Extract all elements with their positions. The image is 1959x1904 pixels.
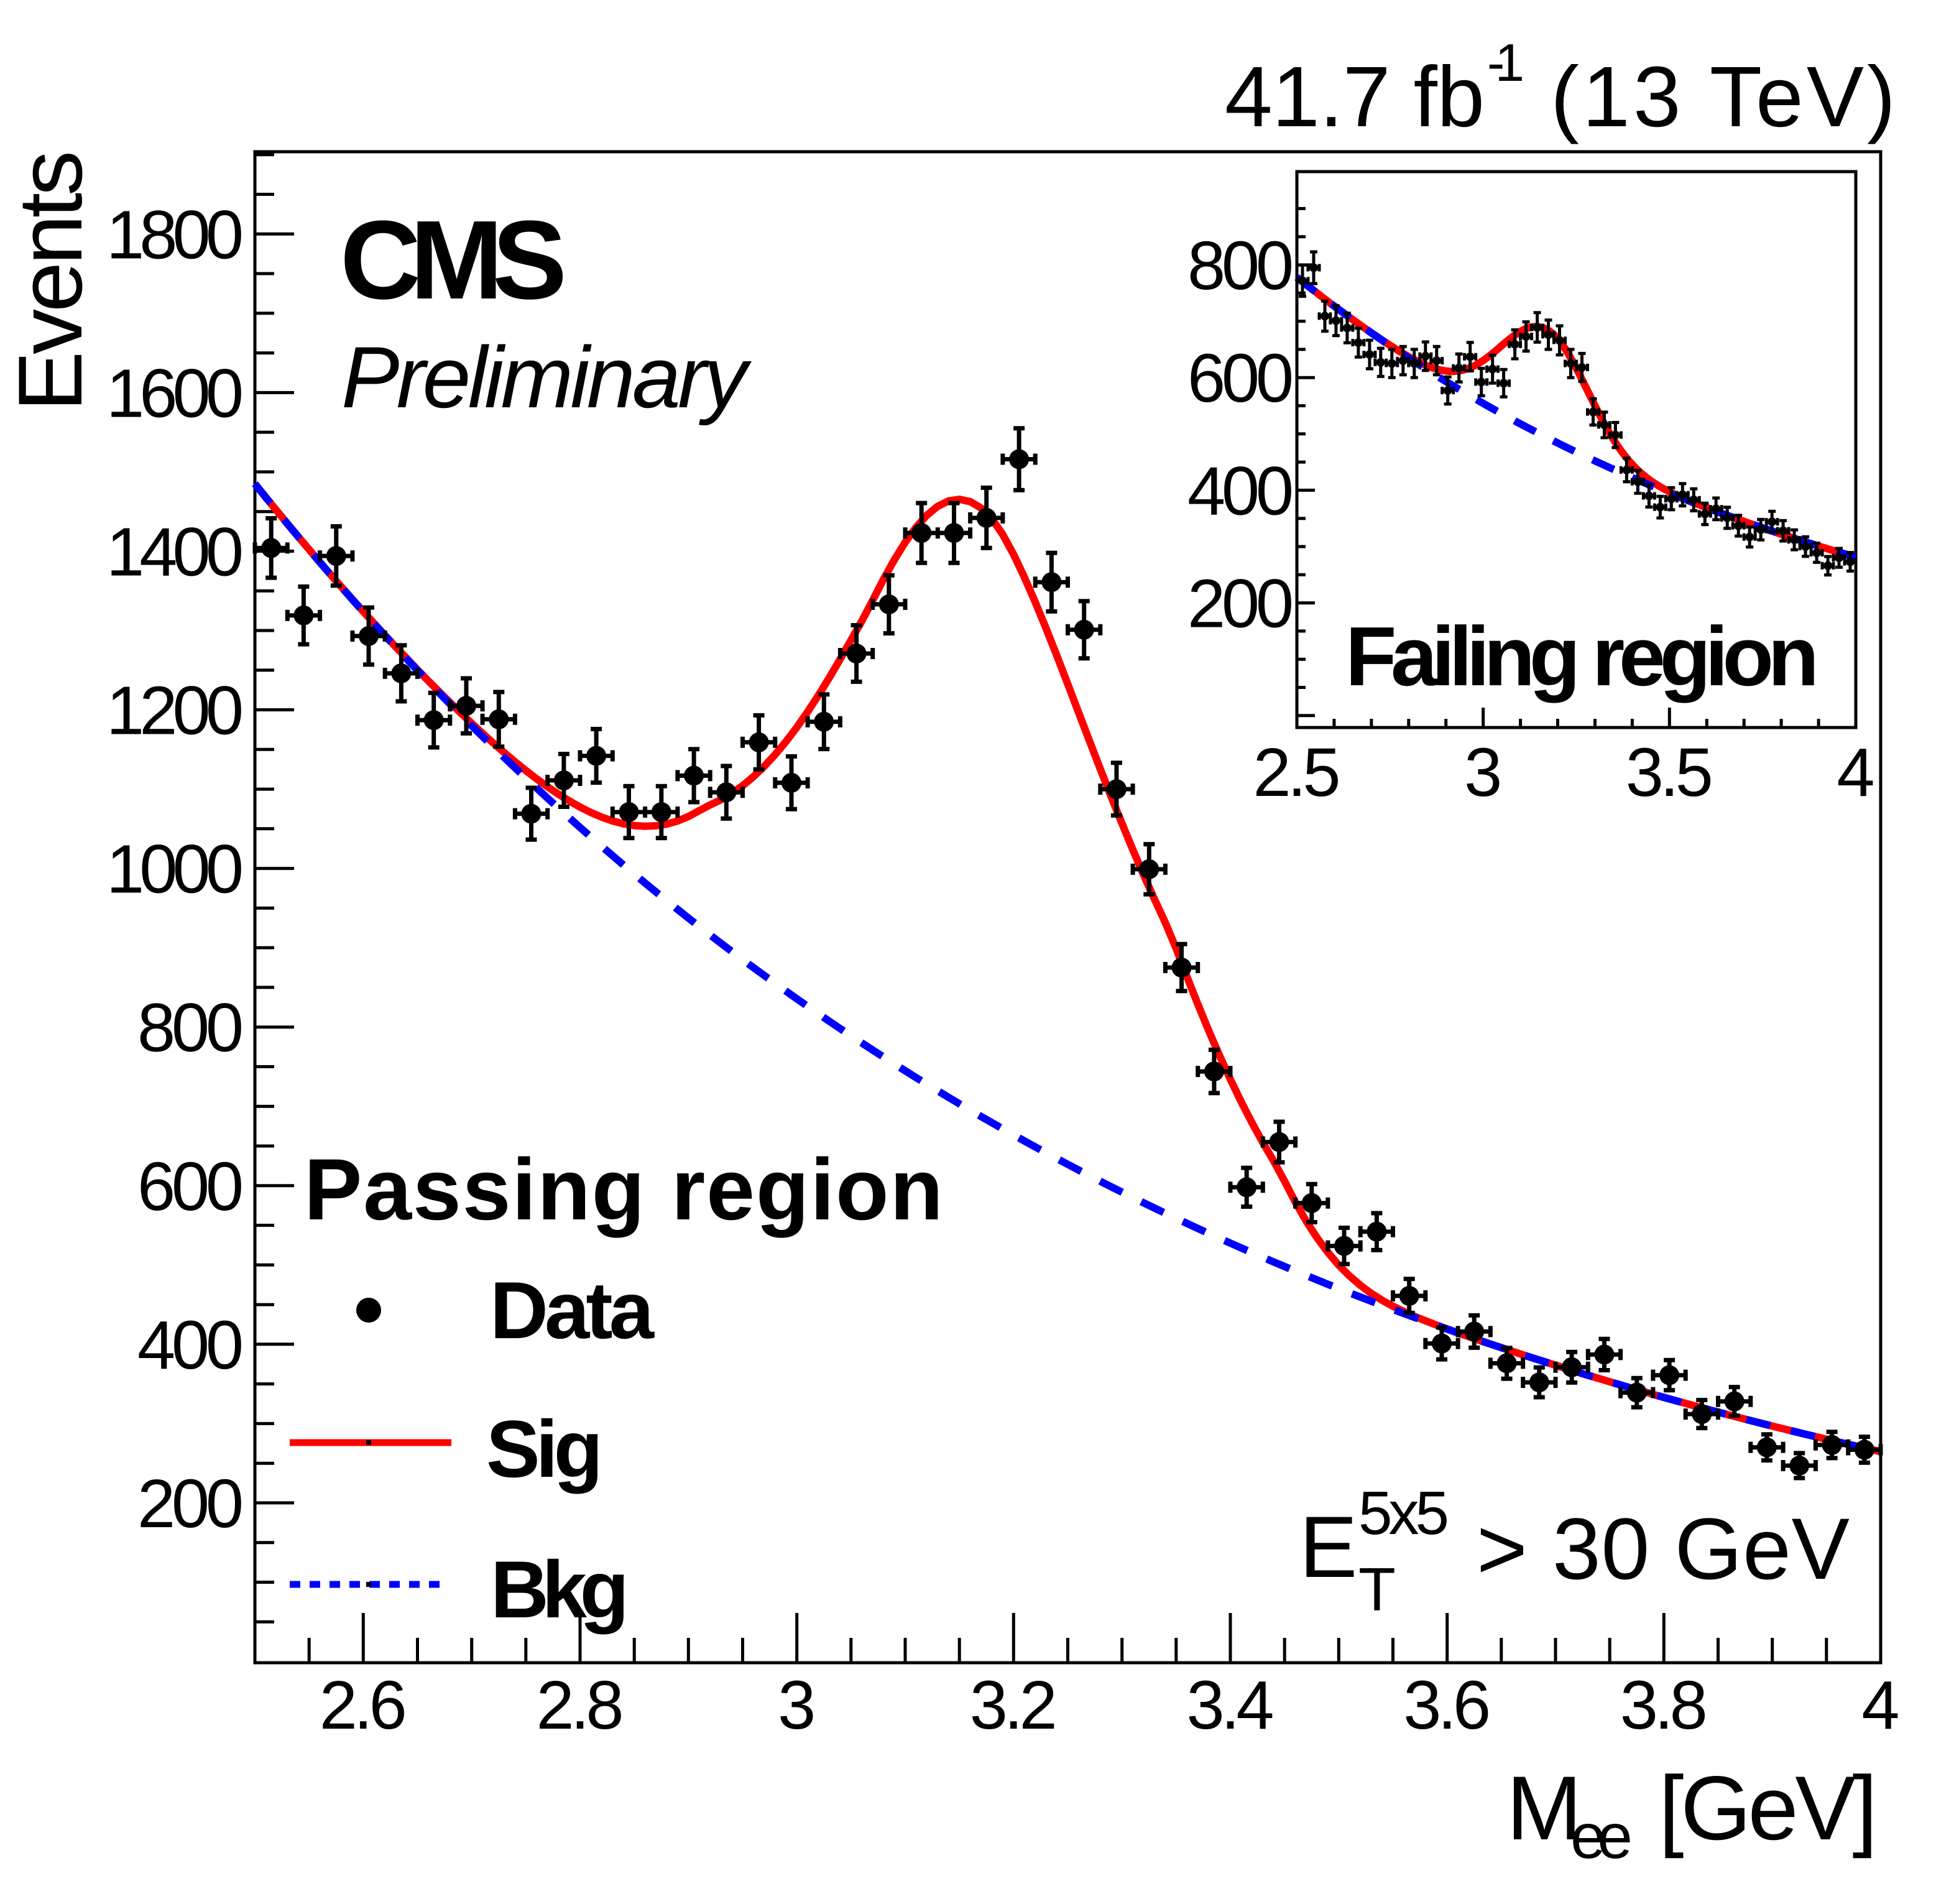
svg-text:E: E <box>1299 1498 1357 1596</box>
svg-text:600: 600 <box>1187 340 1294 417</box>
svg-text:3: 3 <box>1464 734 1502 811</box>
svg-text:1400: 1400 <box>106 514 244 590</box>
svg-text:5x5: 5x5 <box>1358 1479 1449 1547</box>
svg-text:2.8: 2.8 <box>537 1667 624 1744</box>
svg-text:2.6: 2.6 <box>320 1667 407 1744</box>
svg-text:> 30 GeV: > 30 GeV <box>1477 1500 1850 1597</box>
svg-text:800: 800 <box>137 990 244 1066</box>
svg-text:1600: 1600 <box>106 355 244 432</box>
svg-text:3.6: 3.6 <box>1403 1667 1491 1744</box>
svg-text:200: 200 <box>137 1466 244 1542</box>
svg-text:Sig: Sig <box>486 1403 603 1494</box>
svg-text:3.4: 3.4 <box>1187 1667 1275 1744</box>
svg-text:4: 4 <box>1837 734 1874 811</box>
svg-text:4: 4 <box>1861 1667 1899 1744</box>
svg-text:Preliminary: Preliminary <box>341 328 752 426</box>
svg-text:T: T <box>1358 1555 1396 1624</box>
svg-text:Bkg: Bkg <box>491 1544 629 1635</box>
svg-text:800: 800 <box>1187 228 1294 304</box>
svg-text:(13 TeV): (13 TeV) <box>1551 49 1896 145</box>
svg-text:3.5: 3.5 <box>1626 734 1713 811</box>
svg-text:1800: 1800 <box>106 196 244 273</box>
svg-text:400: 400 <box>137 1307 244 1384</box>
svg-text:41.7 fb: 41.7 fb <box>1225 49 1485 145</box>
svg-text:3.2: 3.2 <box>970 1667 1058 1744</box>
svg-text:2.5: 2.5 <box>1253 734 1341 811</box>
svg-text:600: 600 <box>137 1148 244 1225</box>
svg-text:1000: 1000 <box>106 831 244 908</box>
svg-text:200: 200 <box>1187 566 1294 642</box>
svg-text:1200: 1200 <box>106 673 244 749</box>
svg-text:-1: -1 <box>1487 34 1524 93</box>
svg-text:400: 400 <box>1187 453 1294 529</box>
svg-text:M: M <box>1506 1757 1582 1859</box>
svg-text:Events: Events <box>0 150 101 412</box>
svg-text:Failing region: Failing region <box>1345 609 1819 703</box>
svg-text:3.8: 3.8 <box>1620 1667 1708 1744</box>
svg-text:CMS: CMS <box>340 198 567 323</box>
svg-text:[GeV]: [GeV] <box>1659 1757 1878 1859</box>
svg-text:Data: Data <box>490 1265 655 1356</box>
svg-text:3: 3 <box>778 1667 816 1744</box>
svg-text:ee: ee <box>1570 1801 1633 1872</box>
svg-text:Passing region: Passing region <box>304 1140 943 1238</box>
